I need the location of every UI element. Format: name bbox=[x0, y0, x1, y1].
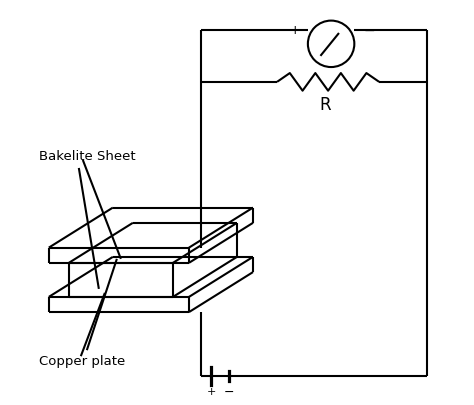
Text: R: R bbox=[319, 96, 331, 114]
Text: Bakelite Sheet: Bakelite Sheet bbox=[39, 150, 136, 163]
Text: +: + bbox=[290, 24, 301, 37]
Text: −: − bbox=[224, 385, 234, 398]
Text: Copper plate: Copper plate bbox=[39, 354, 125, 367]
Text: −: − bbox=[364, 24, 375, 38]
Text: +: + bbox=[206, 386, 216, 396]
